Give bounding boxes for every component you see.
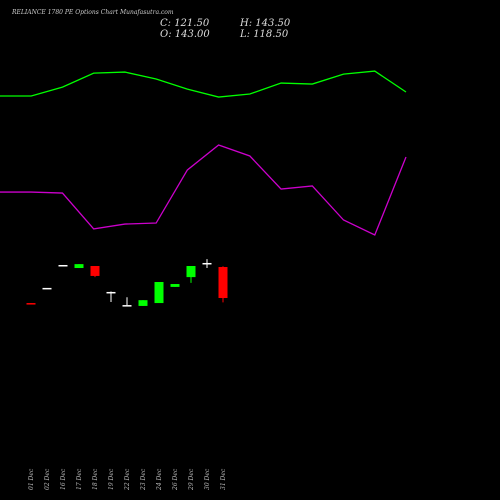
candle-body: [202, 262, 212, 265]
candle-body: [58, 264, 68, 267]
x-tick-label: 19 Dec: [108, 468, 115, 490]
candle-body: [26, 303, 36, 305]
low-label: L: 118.50: [239, 29, 289, 40]
candle-body: [106, 291, 116, 294]
x-tick-label: 22 Dec: [124, 468, 131, 491]
candle-body: [186, 266, 196, 278]
open-label: O: 143.00: [160, 29, 210, 40]
x-tick-label: 24 Dec: [156, 468, 163, 491]
candle-body: [218, 267, 228, 299]
candle-body: [122, 305, 132, 307]
x-tick-label: 23 Dec: [140, 468, 147, 491]
x-tick-label: 17 Dec: [76, 468, 83, 490]
candle-body: [170, 284, 180, 287]
x-tick-label: 18 Dec: [92, 468, 99, 490]
x-tick-label: 02 Dec: [44, 468, 51, 490]
x-tick-label: 16 Dec: [60, 468, 67, 490]
candle-body: [74, 264, 84, 269]
chart-title: RELIANCE 1780 PE Options Chart Munafasut…: [11, 9, 174, 16]
candle-body: [90, 266, 100, 276]
x-tick-label: 01 Dec: [28, 468, 35, 490]
x-tick-label: 31 Dec: [220, 468, 227, 490]
candle-body: [138, 300, 148, 306]
x-tick-label: 30 Dec: [204, 468, 211, 490]
close-label: C: 121.50: [160, 18, 210, 29]
high-label: H: 143.50: [239, 18, 291, 29]
indicator-line: [0, 70, 407, 98]
indicator-line: [0, 144, 407, 236]
candle-body: [42, 287, 52, 290]
x-tick-label: 26 Dec: [172, 468, 179, 491]
candle-body: [154, 282, 164, 304]
x-tick-label: 29 Dec: [188, 468, 195, 491]
